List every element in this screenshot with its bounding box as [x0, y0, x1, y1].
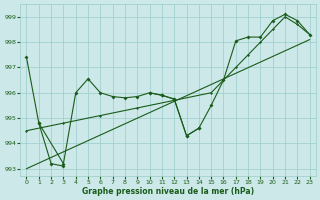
X-axis label: Graphe pression niveau de la mer (hPa): Graphe pression niveau de la mer (hPa)	[82, 187, 254, 196]
